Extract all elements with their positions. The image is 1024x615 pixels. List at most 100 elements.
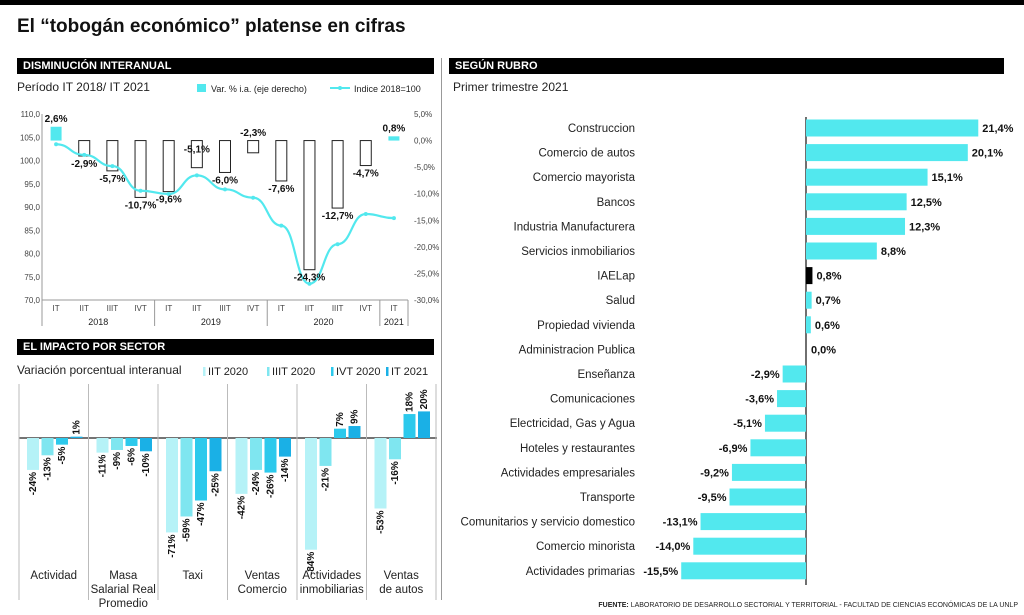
- x-quarter-label: IT: [53, 304, 60, 313]
- rubro-bar: [806, 119, 979, 137]
- rubro-value-label: -9,2%: [700, 467, 729, 479]
- y-right-tick-label: -5,0%: [414, 163, 435, 172]
- var-value-label: -5,7%: [99, 174, 125, 185]
- indice-point: [279, 223, 284, 228]
- var-bar: [247, 140, 260, 154]
- indice-point: [251, 195, 256, 200]
- legend-swatch-var: [197, 84, 206, 92]
- sector-value-label: -16%: [390, 461, 401, 484]
- rubro-value-label: 0,6%: [815, 320, 840, 332]
- rubro-value-label: -13,1%: [663, 517, 698, 529]
- legend-swatch: [267, 367, 270, 376]
- rubro-value-label: -5,1%: [733, 418, 762, 430]
- rubro-category-label: Comunitarios y servicio domestico: [461, 517, 635, 529]
- sector-value-label: -53%: [376, 510, 387, 533]
- rubro-category-label: Hoteles y restaurantes: [520, 443, 635, 455]
- rubro-bar: [750, 439, 806, 457]
- sector-bar: [334, 428, 346, 438]
- sector-value-label: 9%: [350, 409, 361, 424]
- sector-bar: [96, 438, 109, 453]
- var-value-label: -9,6%: [156, 195, 182, 206]
- x-quarter-label: IT: [165, 304, 172, 313]
- sector-category-label: Comercio: [238, 584, 287, 596]
- sector-bar: [279, 438, 291, 457]
- x-quarter-label: IT: [390, 304, 397, 313]
- var-value-label: -12,7%: [322, 211, 354, 222]
- rubro-value-label: 12,5%: [911, 197, 942, 209]
- sector-category-label: de autos: [379, 584, 423, 596]
- indice-point: [194, 173, 199, 178]
- indice-point: [391, 216, 396, 221]
- sector-bar: [374, 438, 387, 509]
- sector-value-label: 18%: [405, 392, 416, 412]
- indice-point: [166, 191, 171, 196]
- sector-value-label: 1%: [72, 420, 83, 435]
- rubro-bar: [806, 267, 813, 285]
- rubro-category-label: Construccion: [568, 123, 635, 135]
- y-right-tick-label: -20,0%: [414, 243, 439, 252]
- rubro-value-label: 15,1%: [932, 172, 963, 184]
- x-quarter-label: IIT: [192, 304, 201, 313]
- var-bar: [388, 136, 400, 141]
- rubro-category-label: Comercio minorista: [536, 541, 636, 553]
- y-right-tick-label: -15,0%: [414, 216, 439, 225]
- sector-value-label: -71%: [167, 534, 178, 557]
- sector-bar: [125, 438, 138, 446]
- header-segun-rubro: SEGÚN RUBRO: [449, 58, 1004, 74]
- rubro-category-label: Comunicaciones: [550, 394, 635, 406]
- rubro-bar: [764, 414, 806, 432]
- y-right-tick-label: 5,0%: [414, 110, 432, 119]
- rubro-value-label: -3,6%: [745, 394, 774, 406]
- sector-category-label: Actividad: [30, 570, 77, 582]
- sector-bar: [250, 438, 262, 470]
- indice-point: [335, 242, 340, 247]
- legend-swatch: [203, 367, 206, 376]
- rubro-value-label: -14,0%: [655, 541, 690, 553]
- sector-value-label: -13%: [43, 457, 54, 480]
- rubro-category-label: Administracion Publica: [519, 344, 636, 356]
- y-left-tick-label: 85,0: [24, 226, 40, 235]
- sector-bar: [348, 426, 361, 438]
- sector-value-label: 7%: [335, 412, 346, 427]
- var-bar: [303, 140, 316, 271]
- rubro-value-label: -15,5%: [643, 566, 678, 578]
- legend-swatch: [386, 367, 389, 376]
- x-quarter-label: IVT: [134, 304, 147, 313]
- rubro-category-label: Comercio de autos: [538, 148, 635, 160]
- y-left-tick-label: 110,0: [21, 110, 41, 119]
- sector-category-label: Salarial Real: [91, 584, 156, 596]
- rubro-category-label: Industria Manufacturera: [514, 221, 636, 233]
- sector-bar: [70, 436, 83, 438]
- sector-bar: [264, 438, 277, 473]
- sector-category-label: Promedio: [99, 598, 148, 610]
- indice-point: [307, 281, 312, 286]
- y-left-tick-label: 80,0: [24, 250, 40, 259]
- sector-value-label: -59%: [182, 518, 193, 541]
- sector-category-label: Ventas: [245, 570, 280, 582]
- y-right-tick-label: -30,0%: [414, 296, 439, 305]
- rubro-bar: [782, 365, 806, 383]
- x-quarter-label: IT: [278, 304, 285, 313]
- sector-bar: [140, 438, 152, 452]
- sector-value-label: -10%: [141, 453, 152, 476]
- rubro-value-label: 21,4%: [982, 123, 1013, 135]
- var-value-label: -4,7%: [353, 169, 379, 180]
- x-year-label: 2019: [201, 317, 221, 327]
- rubro-bar: [777, 390, 806, 408]
- indice-point: [138, 188, 143, 193]
- rubro-value-label: 12,3%: [909, 221, 940, 233]
- x-year-label: 2020: [314, 317, 334, 327]
- chart-impacto-sector: IIT 2020 IIIT 2020 IVT 2020 IT 2021 -24% -13%…: [18, 366, 437, 610]
- rubro-bar: [681, 562, 806, 580]
- var-value-label: -5,1%: [184, 145, 210, 156]
- rubro-category-label: Enseñanza: [577, 369, 635, 381]
- rubro-category-label: IAELap: [597, 271, 635, 283]
- panel-divider: [441, 58, 442, 600]
- x-year-label: 2018: [88, 317, 108, 327]
- y-left-tick-label: 90,0: [24, 203, 40, 212]
- indice-point: [82, 152, 87, 157]
- rubro-value-label: -2,9%: [751, 369, 780, 381]
- rubro-category-label: Servicios inmobiliarios: [521, 246, 635, 258]
- rubro-category-label: Electricidad, Gas y Agua: [510, 418, 636, 430]
- legend-label-var: Var. % i.a. (eje derecho): [211, 84, 307, 94]
